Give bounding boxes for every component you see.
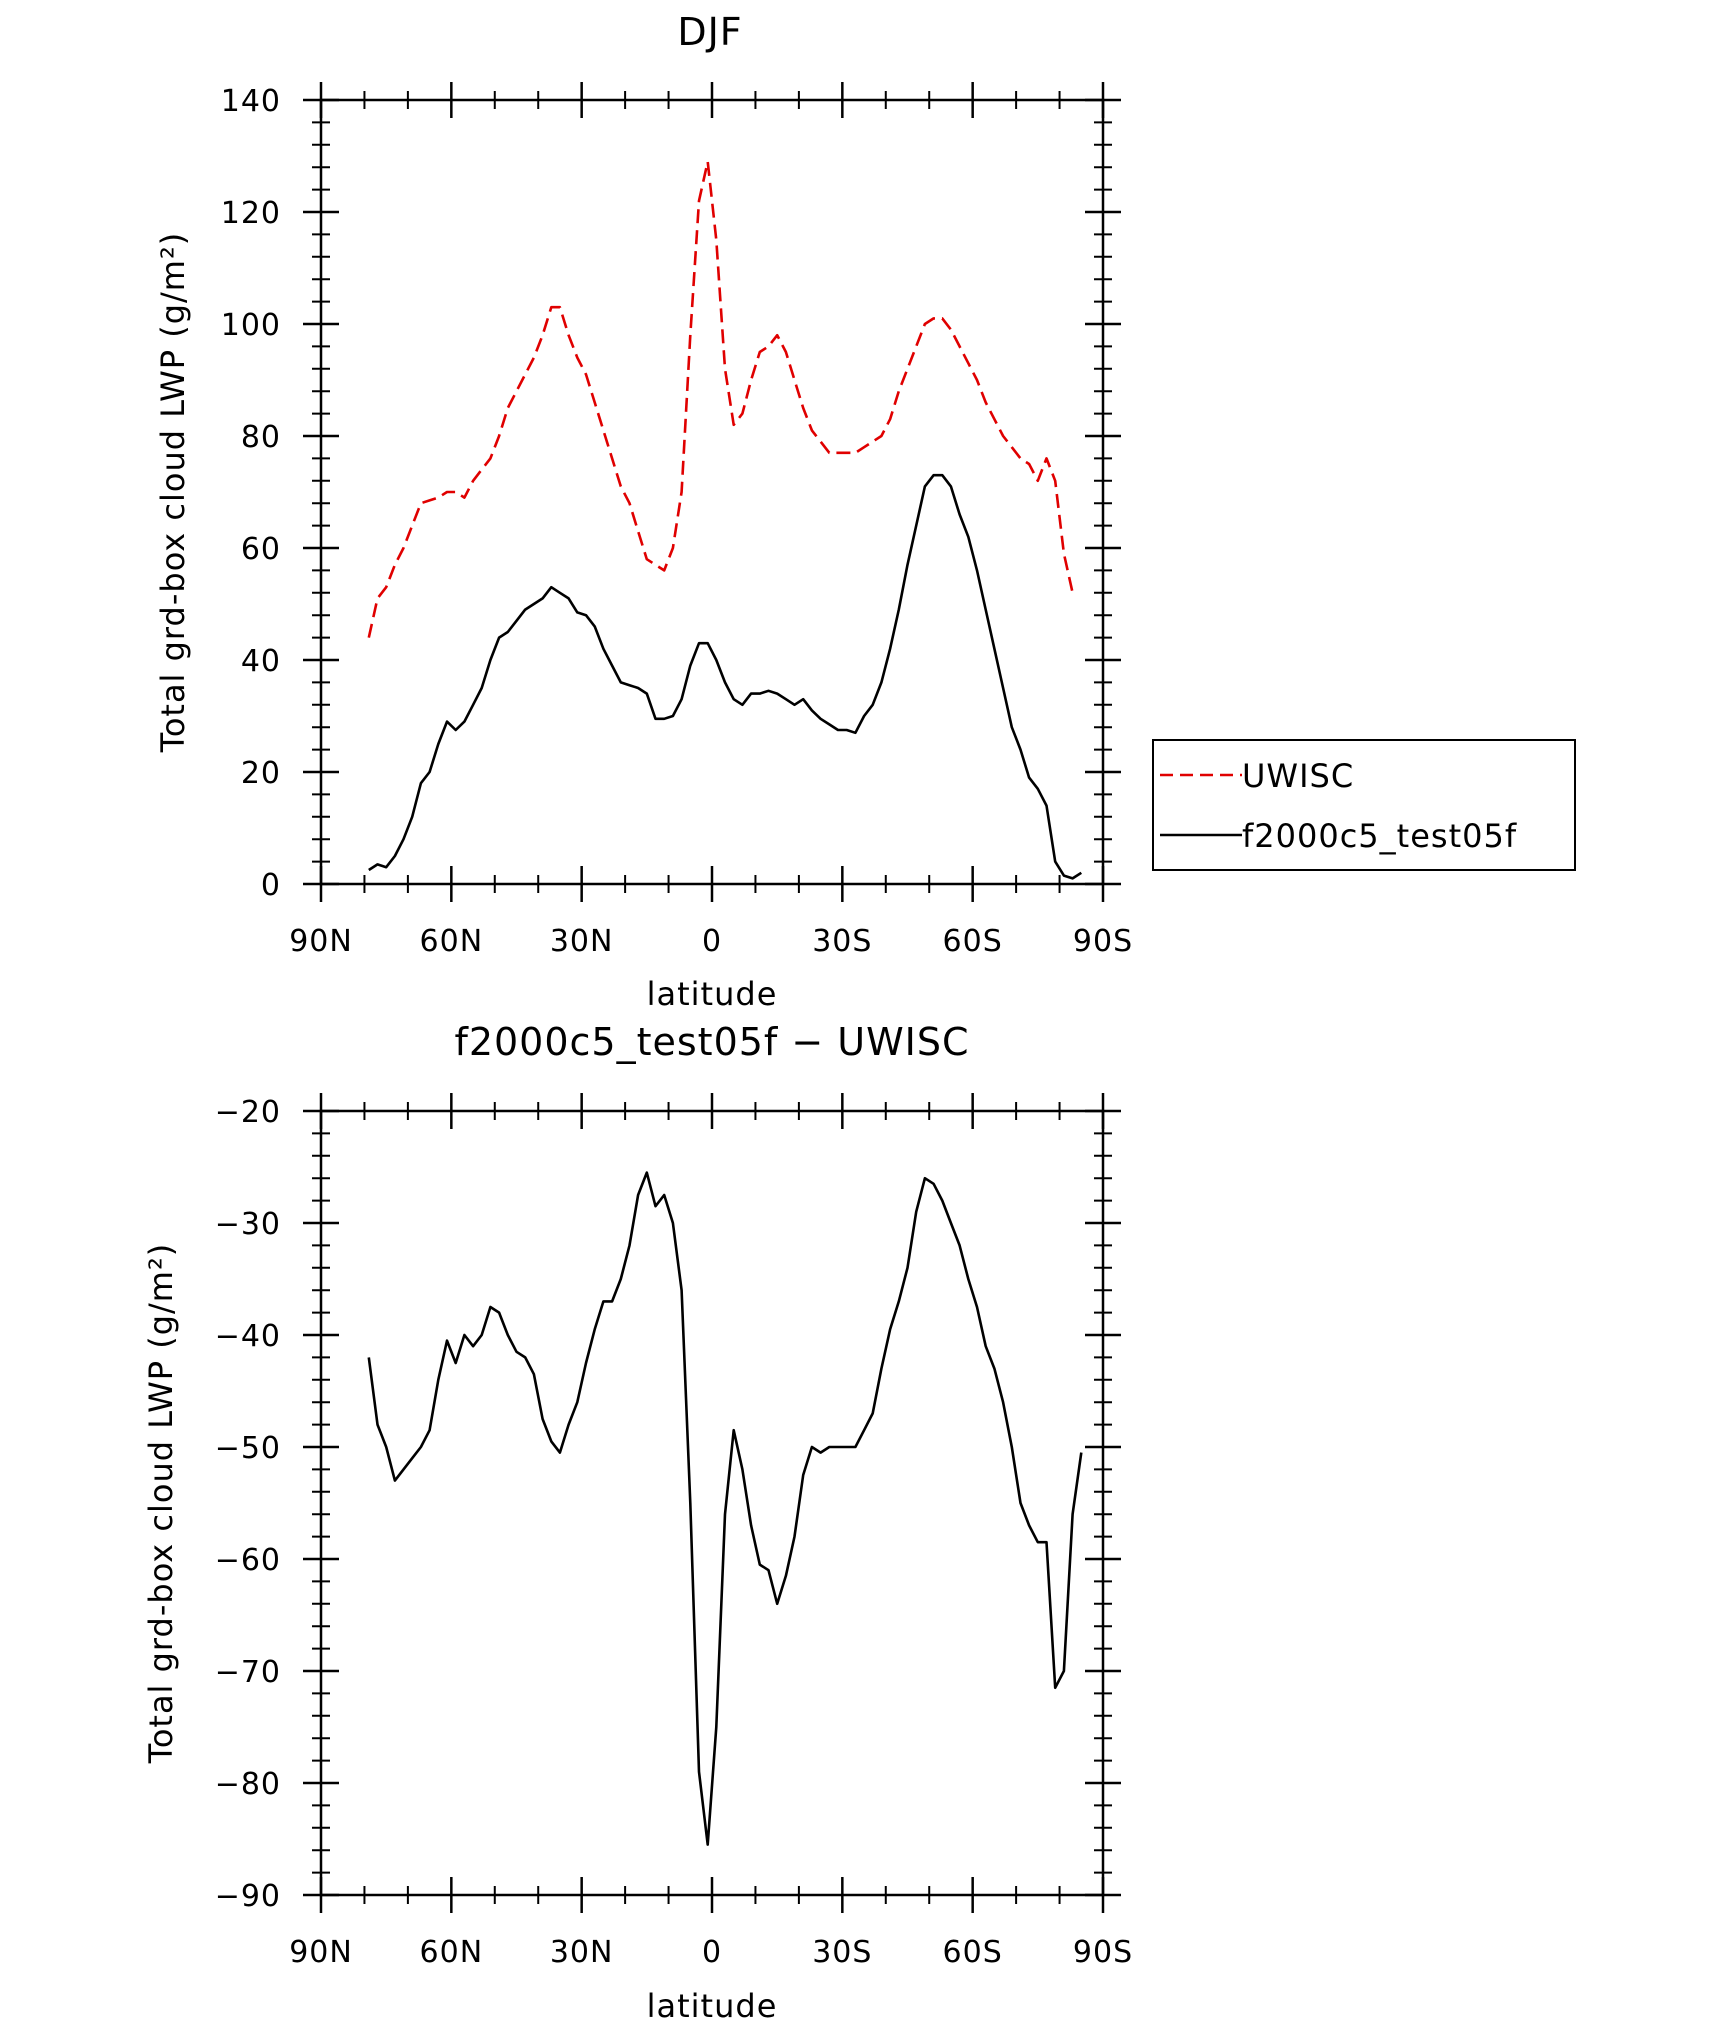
y-tick-label: 140 bbox=[221, 84, 281, 119]
y-tick-label: −80 bbox=[215, 1767, 281, 1802]
y-tick-label: 60 bbox=[241, 532, 281, 567]
y-tick-label: −20 bbox=[215, 1095, 281, 1130]
y-tick-label: 100 bbox=[221, 308, 281, 343]
x-tick-label: 90S bbox=[1073, 1935, 1133, 1970]
x-axis-title: latitude bbox=[647, 975, 778, 1013]
x-tick-label: 60N bbox=[420, 924, 484, 959]
x-tick-label: 30N bbox=[550, 924, 614, 959]
y-tick-label: −40 bbox=[215, 1319, 281, 1354]
y-tick-label: 40 bbox=[241, 644, 281, 679]
series-line-uwisc bbox=[367, 160, 1074, 638]
legend-frame bbox=[1152, 739, 1576, 871]
x-tick-label: 30S bbox=[812, 924, 872, 959]
x-tick-label: 30S bbox=[812, 1935, 872, 1970]
y-tick-label: 80 bbox=[241, 420, 281, 455]
x-tick-labels: 90N 60N 30N 0 30S 60S 90S bbox=[289, 1935, 1133, 1970]
legend-label-f2000c5-test05f: f2000c5_test05f bbox=[1242, 817, 1517, 855]
y-tick-labels: 0 20 40 60 80 100 120 140 bbox=[221, 84, 281, 903]
x-tick-label: 90S bbox=[1073, 924, 1133, 959]
tick-marks bbox=[303, 1093, 1121, 1913]
series-line-difference bbox=[367, 1171, 1083, 1846]
y-axis-title: Total grd-box cloud LWP (g/m²) bbox=[154, 232, 192, 754]
plot-frame bbox=[319, 98, 1105, 886]
y-tick-label: −30 bbox=[215, 1207, 281, 1242]
x-tick-label: 90N bbox=[289, 1935, 353, 1970]
series-layer bbox=[367, 1171, 1083, 1846]
y-tick-label: 120 bbox=[221, 196, 281, 231]
legend: UWISC f2000c5_test05f bbox=[1152, 739, 1576, 871]
y-tick-label: −90 bbox=[215, 1879, 281, 1914]
x-tick-label: 30N bbox=[550, 1935, 614, 1970]
x-tick-label: 0 bbox=[702, 1935, 722, 1970]
y-tick-label: 0 bbox=[261, 868, 281, 903]
x-tick-label: 60S bbox=[943, 924, 1003, 959]
y-axis-title: Total grd-box cloud LWP (g/m²) bbox=[142, 1243, 180, 1765]
tick-marks bbox=[303, 82, 1121, 902]
x-tick-label: 0 bbox=[702, 924, 722, 959]
x-tick-label: 60S bbox=[943, 1935, 1003, 1970]
legend-label-uwisc: UWISC bbox=[1242, 757, 1354, 795]
x-axis-title: latitude bbox=[647, 1987, 778, 2021]
chart-difference: f2000c5_test05f − UWISC −90−80−70−60−50−… bbox=[142, 1020, 1133, 2021]
x-tick-label: 90N bbox=[289, 924, 353, 959]
y-tick-label: 20 bbox=[241, 756, 281, 791]
series-layer bbox=[367, 160, 1083, 880]
x-tick-label: 60N bbox=[420, 1935, 484, 1970]
y-tick-label: −70 bbox=[215, 1655, 281, 1690]
y-tick-labels: −90 −80 −70 −60 −50 −40 −30 −20 bbox=[215, 1095, 281, 1914]
y-tick-label: −50 bbox=[215, 1431, 281, 1466]
chart-title: DJF bbox=[677, 10, 742, 54]
y-tick-label: −60 bbox=[215, 1543, 281, 1578]
x-tick-labels: 90N 60N 30N 0 30S 60S 90S bbox=[289, 924, 1133, 959]
chart-title: f2000c5_test05f − UWISC bbox=[454, 1020, 969, 1064]
series-line-f2000c5-test05f bbox=[368, 473, 1083, 880]
